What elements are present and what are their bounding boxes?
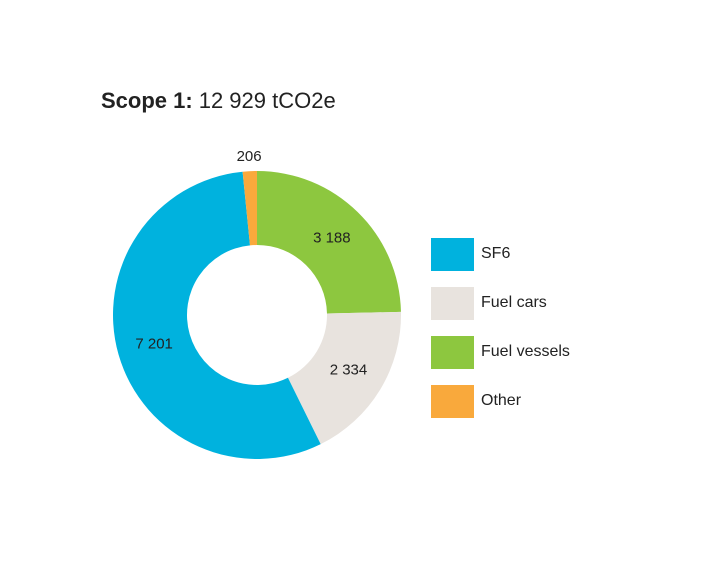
legend-swatch xyxy=(431,238,474,271)
legend-swatch xyxy=(431,336,474,369)
slice xyxy=(113,171,321,459)
legend-label: SF6 xyxy=(481,245,510,262)
value-label: 3 188 xyxy=(313,229,351,246)
chart-title: Scope 1: 12 929 tCO2e xyxy=(101,88,336,113)
legend-label: Fuel cars xyxy=(481,294,547,311)
legend-swatch xyxy=(431,385,474,418)
slice xyxy=(257,171,401,314)
slice xyxy=(287,311,401,445)
title-label: Scope 1: xyxy=(101,88,193,113)
legend-swatch xyxy=(431,287,474,320)
value-label: 2 334 xyxy=(330,361,368,378)
value-label: 206 xyxy=(237,148,262,165)
value-label: 7 201 xyxy=(135,335,173,352)
legend-label: Other xyxy=(481,392,522,409)
slice xyxy=(242,171,257,246)
title-value: 12 929 tCO2e xyxy=(199,88,336,113)
legend-label: Fuel vessels xyxy=(481,343,570,360)
